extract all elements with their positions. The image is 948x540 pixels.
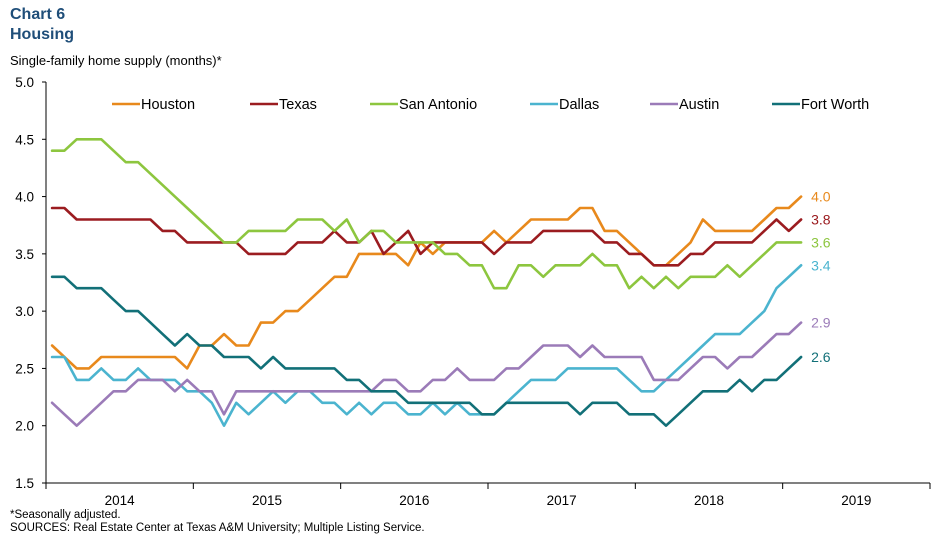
- series-line-houston: [50, 195, 803, 370]
- end-labels: 4.0 3.8 3.6 3.4 2.9 2.6: [811, 189, 831, 365]
- chart-subtitle: Single-family home supply (months)*: [10, 53, 222, 68]
- end-label-san-antonio: 3.6: [811, 234, 831, 250]
- x-tick-label: 2019: [841, 493, 871, 508]
- y-tick-label: 2.0: [15, 419, 34, 434]
- end-label-houston: 4.0: [811, 189, 831, 205]
- legend-label-houston: Houston: [141, 97, 195, 113]
- series-line-fort-worth: [50, 275, 803, 428]
- legend-label-fort-worth: Fort Worth: [801, 97, 869, 113]
- series-lines: [50, 138, 803, 428]
- end-label-dallas: 3.4: [811, 257, 831, 273]
- series-line-texas: [50, 206, 803, 267]
- legend-label-dallas: Dallas: [559, 97, 599, 113]
- y-tick-label: 4.5: [15, 132, 34, 147]
- y-tick-label: 5.0: [15, 75, 34, 90]
- legend-label-texas: Texas: [279, 97, 317, 113]
- y-axis: 1.5 2.0 2.5 3.0 3.5 4.0 4.5 5.0: [15, 75, 47, 491]
- end-label-austin: 2.9: [811, 315, 831, 331]
- y-tick-label: 1.5: [15, 476, 34, 491]
- series-line-dallas: [50, 263, 803, 428]
- end-label-fort-worth: 2.6: [811, 349, 831, 365]
- legend-label-san-antonio: San Antonio: [399, 97, 477, 113]
- x-tick-label: 2018: [694, 493, 724, 508]
- series-line-san-antonio: [50, 138, 803, 290]
- legend: Houston Texas San Antonio Dallas Austin Fort …: [112, 97, 869, 113]
- y-tick-label: 4.0: [15, 190, 34, 205]
- x-tick-label: 2015: [252, 493, 282, 508]
- chart-title: Housing: [10, 26, 74, 43]
- end-label-texas: 3.8: [811, 211, 831, 227]
- footnote-sources: SOURCES: Real Estate Center at Texas A&M…: [10, 522, 425, 534]
- x-axis: 2014 2015 2016 2017 2018 2019: [45, 482, 931, 508]
- y-tick-label: 3.5: [15, 247, 34, 262]
- y-tick-label: 3.0: [15, 304, 34, 319]
- y-tick-label: 2.5: [15, 361, 34, 376]
- x-tick-label: 2017: [547, 493, 577, 508]
- footnote: *Seasonally adjusted. SOURCES: Real Esta…: [10, 509, 425, 535]
- x-tick-label: 2016: [399, 493, 429, 508]
- chart-number: Chart 6: [10, 6, 66, 23]
- series-line-austin: [50, 321, 803, 428]
- x-tick-label: 2014: [105, 493, 136, 508]
- footnote-note: *Seasonally adjusted.: [10, 509, 121, 521]
- legend-label-austin: Austin: [679, 97, 719, 113]
